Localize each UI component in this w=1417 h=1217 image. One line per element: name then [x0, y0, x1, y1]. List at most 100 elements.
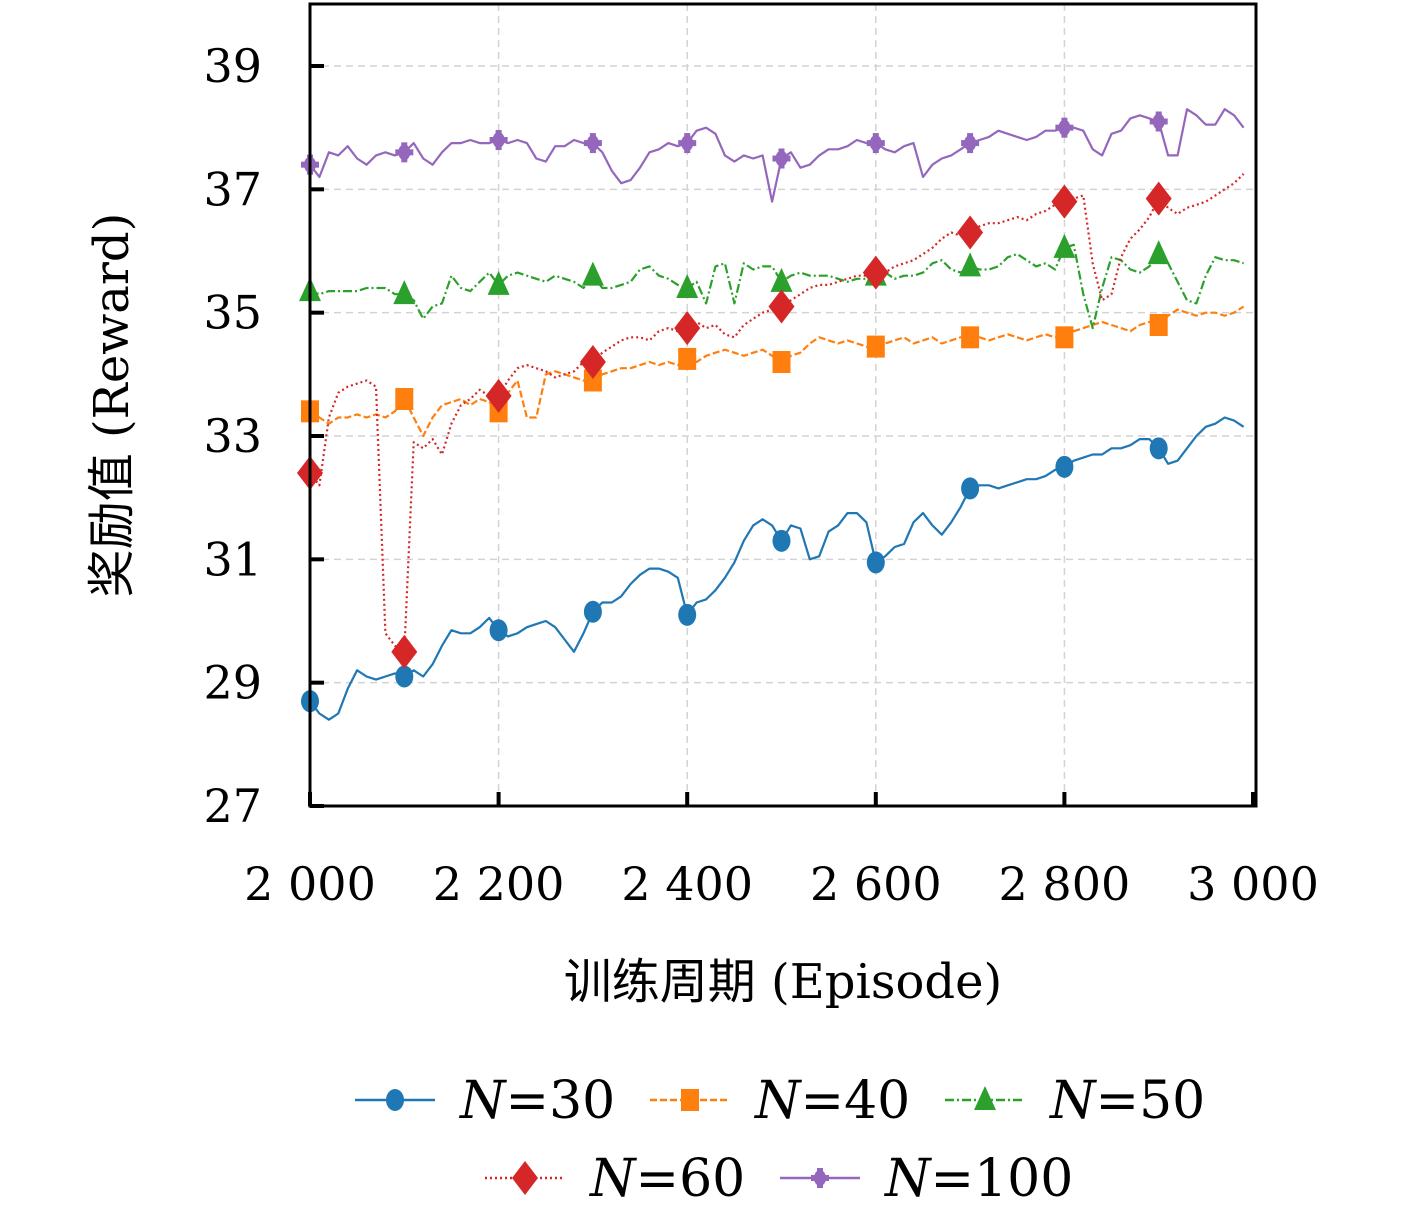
legend-item-n30: N=30	[355, 1071, 615, 1131]
series-line-n100	[309, 108, 1245, 203]
marker-n100-vbar	[684, 133, 691, 154]
marker-n50	[393, 280, 416, 305]
legend-variable: N	[753, 1071, 802, 1131]
marker-n60	[674, 311, 701, 346]
marker-n50	[959, 252, 982, 277]
marker-n100	[583, 133, 602, 154]
legend-item-n60: N=60	[485, 1149, 745, 1209]
marker-n30	[395, 665, 414, 688]
legend-item-n100: N=100	[780, 1149, 1073, 1209]
series-lines	[309, 108, 1245, 721]
legend-marker-n30	[386, 1089, 404, 1111]
plot-area-frame	[308, 2, 1258, 808]
marker-n30	[1055, 455, 1074, 478]
marker-n30	[678, 603, 697, 626]
y-tick-label: 37	[203, 162, 262, 216]
y-tick-label: 31	[203, 532, 262, 586]
marker-n100	[772, 148, 791, 169]
legend-marker-n60	[512, 1161, 538, 1195]
legend-variable: N	[588, 1149, 637, 1209]
legend-value: =50	[1096, 1071, 1206, 1131]
legend-value: =100	[931, 1149, 1074, 1209]
marker-n100	[489, 130, 508, 150]
y-tick-label: 33	[203, 409, 262, 463]
legend-value: =60	[636, 1149, 746, 1209]
y-tick-label: 27	[203, 779, 262, 833]
marker-n40	[1149, 314, 1168, 336]
y-tick-label: 29	[203, 656, 262, 710]
marker-n40	[678, 347, 697, 370]
marker-n40	[583, 369, 602, 392]
legend-marker-n100-vbar	[817, 1168, 823, 1188]
legend: N=30 N=40 N=50N=60 N=100	[355, 1071, 1205, 1209]
legend-value: =40	[801, 1071, 911, 1131]
legend-label-n40: N=40	[753, 1071, 910, 1131]
legend-item-n50: N=50	[945, 1071, 1205, 1131]
marker-n100	[866, 133, 885, 154]
legend-label-n100: N=100	[883, 1149, 1073, 1209]
marker-n30	[583, 600, 602, 623]
marker-n40	[772, 351, 791, 373]
marker-n50	[581, 261, 604, 286]
marker-n100	[395, 142, 414, 163]
series-markers	[297, 111, 1172, 713]
x-axis-title: 训练周期 (Episode)	[564, 954, 1003, 1010]
marker-n60	[862, 255, 889, 290]
marker-n100-vbar	[401, 142, 408, 163]
marker-n100-vbar	[495, 130, 502, 150]
x-tick-label: 2 000	[244, 857, 376, 911]
marker-n100	[1055, 117, 1074, 138]
y-tick-label: 35	[203, 286, 262, 340]
marker-n50	[676, 274, 699, 298]
marker-n50	[1053, 233, 1076, 258]
marker-n40	[1055, 326, 1074, 349]
marker-n30	[1149, 437, 1168, 460]
marker-n100-vbar	[967, 133, 974, 154]
legend-variable: N	[1048, 1071, 1097, 1131]
legend-value: =30	[506, 1071, 616, 1131]
marker-n100-vbar	[872, 133, 879, 154]
legend-variable: N	[883, 1149, 932, 1209]
marker-n30	[489, 619, 508, 642]
marker-n60	[1145, 181, 1172, 216]
x-tick-label: 2 200	[433, 857, 565, 911]
series-line-n30	[309, 416, 1245, 721]
y-axis-title: 奖励值 (Reward)	[84, 213, 140, 598]
series-line-n60	[309, 173, 1245, 653]
marker-n60	[957, 215, 984, 250]
marker-n30	[961, 477, 980, 500]
legend-marker-n40	[681, 1089, 699, 1111]
marker-n100-vbar	[1061, 117, 1068, 138]
marker-n100-vbar	[778, 148, 785, 169]
series-line-n50	[309, 243, 1244, 330]
x-tick-label: 2 600	[810, 857, 942, 911]
marker-n100	[678, 133, 697, 154]
marker-n30	[866, 551, 885, 574]
axis-ticks	[308, 64, 1255, 808]
marker-n60	[579, 345, 606, 379]
legend-label-n60: N=60	[588, 1149, 745, 1209]
y-tick-labels: 27 29 31 33 35 37 39	[203, 39, 262, 833]
marker-n30	[772, 529, 791, 552]
marker-n60	[1051, 184, 1078, 219]
marker-n100	[1149, 111, 1168, 132]
legend-variable: N	[458, 1071, 507, 1131]
series-line-n40	[309, 305, 1245, 438]
marker-n60	[485, 378, 512, 413]
x-tick-labels: 2 000 2 200 2 400 2 600 2 800 3 000	[244, 857, 1319, 911]
legend-label-n30: N=30	[458, 1071, 615, 1131]
legend-label-n50: N=50	[1048, 1071, 1205, 1131]
marker-n50	[1147, 240, 1170, 265]
x-tick-label: 2 800	[999, 857, 1131, 911]
marker-n100-vbar	[1155, 111, 1162, 132]
legend-item-n40: N=40	[650, 1071, 910, 1131]
marker-n40	[961, 326, 980, 349]
legend-marker-n50	[974, 1086, 996, 1110]
marker-n40	[866, 335, 885, 358]
marker-n40	[395, 388, 414, 410]
grid-lines	[310, 4, 1256, 806]
marker-n50	[487, 270, 510, 295]
legend-marker-n100	[811, 1168, 829, 1188]
marker-n100-vbar	[589, 133, 596, 154]
marker-n60	[768, 289, 795, 324]
